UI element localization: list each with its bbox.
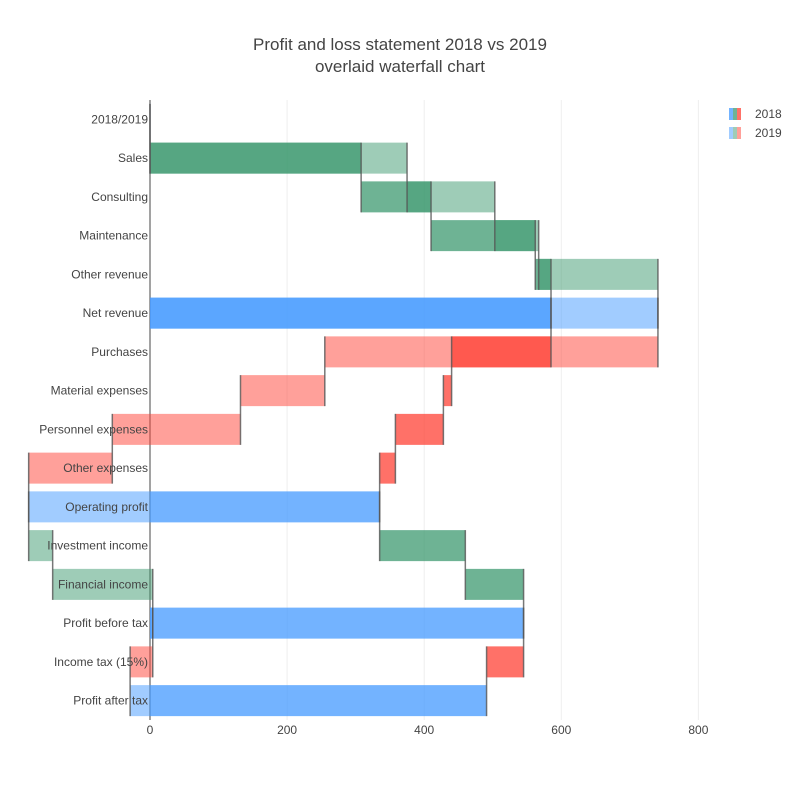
bar-2018 [150,491,380,523]
chart-title-line-1: Profit and loss statement 2018 vs 2019 [253,35,547,54]
bar-2019 [240,375,325,407]
category-label: Personnel expenses [39,422,148,436]
bar-2018 [150,685,487,717]
legend[interactable]: 2018 2019 [729,107,782,140]
x-tick-label: 400 [414,723,434,737]
bar-2018 [150,607,524,639]
bar-2018 [443,375,452,407]
category-labels: 2018/2019 Sales Consulting Maintenance Other… [39,112,148,707]
category-label: Other expenses [63,461,148,475]
legend-swatch-decreasing [737,108,741,120]
legend-label: 2019 [755,126,782,140]
connectors [27,103,659,717]
bar-2019 [112,413,241,445]
x-tick-label: 200 [277,723,297,737]
category-label: Profit after tax [73,694,148,708]
bar-2019 [28,491,150,523]
category-label: Investment income [47,539,148,553]
category-label: Other revenue [71,267,148,281]
bar-2018 [465,568,524,600]
legend-label: 2018 [755,107,782,121]
legend-item-2018[interactable]: 2018 [729,107,782,121]
bars [28,103,658,717]
bar-2019 [150,142,408,174]
category-label: Material expenses [51,384,148,398]
category-label: Purchases [91,345,148,359]
bar-2019 [150,607,153,639]
legend-swatch-increasing [733,108,737,120]
bar-2019 [407,181,495,213]
category-label: Income tax (15%) [54,655,148,669]
bar-2019 [52,568,153,600]
x-axis-ticks: 0 200 400 600 800 [147,723,709,737]
legend-swatch-totals [729,127,733,139]
bar-2018 [379,530,466,562]
bar-2019 [28,530,53,562]
bar-2019 [538,258,658,290]
bar-2019 [130,646,153,678]
category-label: 2018/2019 [91,112,148,126]
category-label: Financial income [58,577,148,591]
bar-2019 [150,297,658,329]
bar-2018 [395,413,444,445]
bar-2018 [486,646,524,678]
legend-swatch-totals [729,108,733,120]
category-label: Consulting [91,190,148,204]
legend-swatch-increasing [733,127,737,139]
category-label: Net revenue [83,306,149,320]
x-tick-label: 0 [147,723,154,737]
bar-2019 [28,452,113,484]
x-tick-label: 600 [551,723,571,737]
legend-swatch-decreasing [737,127,741,139]
bar-2019 [130,685,150,717]
category-label: Sales [118,151,148,165]
category-label: Maintenance [79,229,148,243]
category-label: Operating profit [65,500,148,514]
x-tick-label: 800 [688,723,708,737]
bar-2019 [324,336,658,368]
chart-title-line-2: overlaid waterfall chart [315,57,485,76]
legend-item-2019[interactable]: 2019 [729,126,782,140]
category-label: Profit before tax [63,616,148,630]
bar-2019 [494,220,539,252]
bar-2018 [379,452,396,484]
